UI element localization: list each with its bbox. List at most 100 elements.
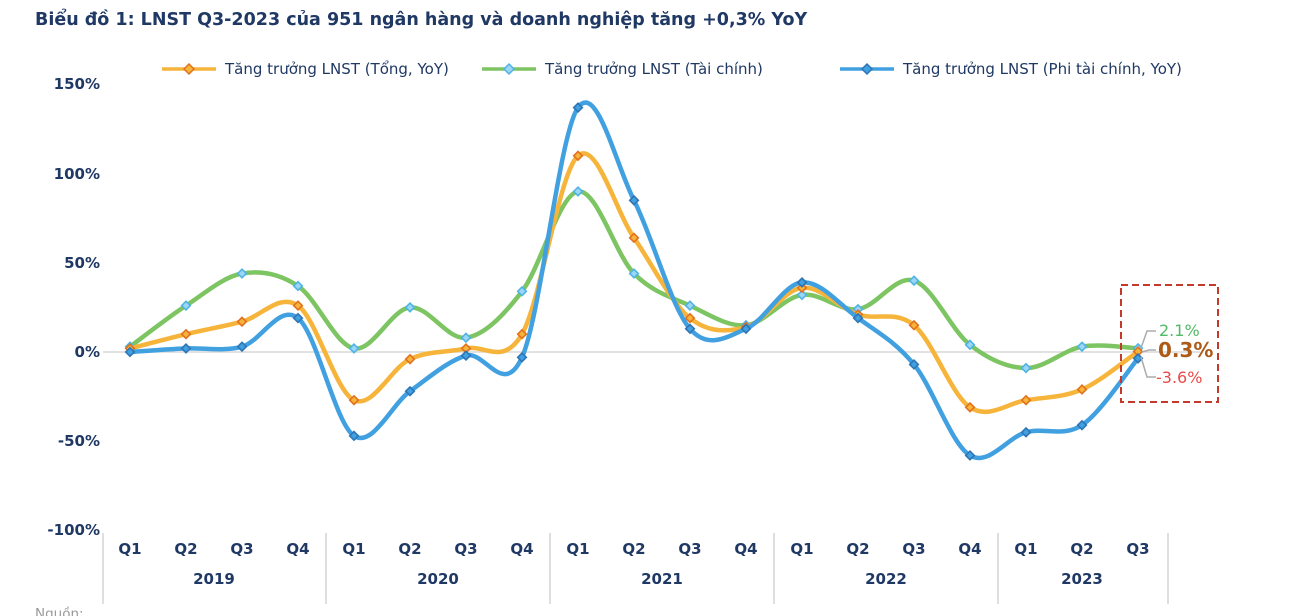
legend-item-nonfinancial: Tăng trưởng LNST (Phi tài chính, YoY): [838, 60, 1182, 78]
data-point-marker: [460, 350, 472, 361]
x-axis-quarter-label: Q3: [678, 540, 702, 558]
data-point-marker: [740, 321, 752, 333]
y-axis-label: 0%: [74, 343, 100, 361]
data-point-marker: [236, 268, 248, 279]
data-point-marker: [684, 312, 696, 324]
data-point-marker: [1076, 384, 1088, 395]
data-point-marker: [908, 275, 920, 287]
x-axis-quarter-label: Q4: [734, 540, 758, 558]
x-axis-quarter-label: Q1: [342, 540, 366, 558]
data-point-marker: [348, 394, 360, 406]
data-point-marker: [404, 385, 416, 397]
data-point-marker: [796, 282, 808, 294]
legend-label-nonfinancial: Tăng trưởng LNST (Phi tài chính, YoY): [903, 60, 1182, 78]
data-point-marker: [1076, 341, 1088, 353]
x-axis-quarter-label: Q1: [118, 540, 142, 558]
data-point-marker: [516, 328, 528, 340]
x-axis-quarter-label: Q1: [1014, 540, 1038, 558]
data-point-marker: [852, 312, 864, 324]
data-point-marker: [292, 300, 304, 312]
x-axis-quarter-label: Q2: [846, 540, 870, 558]
data-point-marker: [180, 328, 192, 340]
data-point-marker: [1020, 362, 1032, 374]
data-point-marker: [124, 346, 136, 358]
x-axis-quarter-label: Q1: [790, 540, 814, 558]
data-point-marker: [796, 289, 808, 301]
data-point-marker: [740, 323, 752, 335]
series-line-1: [127, 189, 1141, 371]
data-point-marker: [460, 343, 472, 354]
x-axis-quarter-label: Q3: [454, 540, 478, 558]
data-point-marker: [516, 351, 528, 363]
x-axis-quarter-label: Q4: [510, 540, 534, 558]
callout-line-2: [1140, 356, 1156, 378]
data-point-marker: [1132, 346, 1144, 357]
x-axis-quarter-label: Q2: [1070, 540, 1094, 558]
legend-item-financial: Tăng trưởng LNST (Tài chính): [480, 60, 763, 78]
data-point-marker: [460, 332, 472, 344]
data-point-marker: [572, 150, 584, 162]
legend-label-financial: Tăng trưởng LNST (Tài chính): [545, 60, 763, 78]
y-axis-label: -100%: [47, 521, 100, 540]
x-axis-quarter-label: Q4: [286, 540, 310, 558]
x-axis-quarter-label: Q2: [622, 540, 646, 558]
data-point-marker: [908, 319, 920, 331]
x-axis-quarter-label: Q4: [958, 540, 982, 558]
data-point-marker: [348, 430, 360, 442]
data-point-marker: [1020, 394, 1032, 406]
series-line-2: [127, 100, 1141, 461]
callout-line-1: [1141, 349, 1156, 353]
chart-legend: Tăng trưởng LNST (Tổng, YoY) Tăng trưởng…: [0, 60, 1316, 84]
y-axis-label: 150%: [53, 75, 100, 94]
legend-label-total: Tăng trưởng LNST (Tổng, YoY): [225, 60, 449, 78]
data-point-marker: [292, 312, 304, 324]
annotation-total-value: 0.3%: [1158, 338, 1214, 362]
data-point-marker: [180, 300, 192, 312]
legend-swatch-nonfinancial-icon: [840, 62, 894, 76]
data-point-marker: [236, 341, 248, 353]
data-point-marker: [796, 276, 808, 288]
data-point-marker: [236, 316, 248, 328]
callout-line-0: [1140, 330, 1156, 349]
data-point-marker: [684, 300, 696, 312]
x-axis-quarter-label: Q2: [174, 540, 198, 558]
x-axis-year-label: 2020: [417, 570, 459, 588]
series-line-0: [127, 151, 1141, 415]
source-note-clipped: Nguồn: …: [35, 606, 102, 616]
data-point-marker: [1132, 342, 1144, 354]
annotation-nonfinancial-value: -3.6%: [1156, 368, 1203, 387]
x-axis-quarter-label: Q3: [1126, 540, 1150, 558]
data-point-marker: [908, 359, 920, 370]
data-point-marker: [964, 339, 976, 351]
legend-item-total: Tăng trưởng LNST (Tổng, YoY): [160, 60, 449, 78]
data-point-marker: [292, 280, 304, 292]
data-point-marker: [572, 102, 584, 114]
x-axis-quarter-label: Q2: [398, 540, 422, 558]
data-point-marker: [124, 343, 136, 354]
data-point-marker: [348, 343, 360, 354]
legend-swatch-financial-icon: [482, 62, 536, 76]
x-axis-quarter-label: Q3: [230, 540, 254, 558]
x-axis-year-label: 2023: [1061, 570, 1103, 588]
data-point-marker: [964, 450, 976, 461]
x-axis-year-label: 2022: [865, 570, 907, 588]
data-point-marker: [628, 194, 640, 206]
data-point-marker: [180, 343, 192, 354]
y-axis-label: 50%: [64, 253, 100, 272]
annotation-financial-value: 2.1%: [1159, 321, 1200, 340]
x-axis-quarter-label: Q3: [902, 540, 926, 558]
data-point-marker: [852, 303, 864, 315]
data-point-marker: [404, 301, 416, 313]
x-axis-year-label: 2021: [641, 570, 683, 588]
data-point-marker: [1076, 419, 1088, 431]
data-point-marker: [124, 341, 136, 353]
x-axis-year-label: 2019: [193, 570, 235, 588]
data-point-marker: [740, 319, 752, 331]
data-point-marker: [964, 401, 976, 413]
data-point-marker: [628, 232, 640, 244]
chart-title: Biểu đồ 1: LNST Q3-2023 của 951 ngân hàn…: [35, 10, 808, 30]
data-point-marker: [572, 186, 584, 197]
y-axis-label: -50%: [57, 432, 100, 451]
